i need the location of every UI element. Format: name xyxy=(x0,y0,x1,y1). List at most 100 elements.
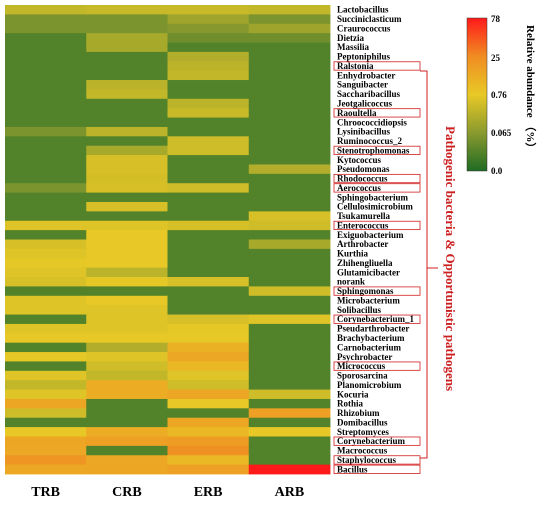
heatmap-cell xyxy=(5,155,87,165)
heatmap-cell xyxy=(167,61,250,72)
genus-label: Rhodococcus xyxy=(337,174,388,184)
heatmap-cell xyxy=(248,173,331,184)
heatmap-cell xyxy=(167,295,250,306)
heatmap-cell xyxy=(5,61,87,72)
heatmap-cell xyxy=(248,342,331,353)
heatmap-cell xyxy=(167,370,250,381)
highlight-box xyxy=(333,173,421,184)
genus-label: Sporosarcina xyxy=(337,371,388,381)
genus-label: Jeotgalicoccus xyxy=(337,98,392,108)
heatmap-cell xyxy=(248,136,331,147)
heatmap-cell xyxy=(5,211,87,222)
genus-label: Zhihengliuella xyxy=(337,258,393,268)
heatmap-cell xyxy=(248,42,331,53)
heatmap-cell xyxy=(248,126,331,137)
heatmap-cell xyxy=(248,89,331,100)
genus-label: Exiguobacterium xyxy=(337,230,404,240)
legend-tick: 0.065 xyxy=(491,128,512,138)
heatmap-cell xyxy=(86,23,168,34)
genus-label: Dietzia xyxy=(337,33,364,43)
heatmap-cell xyxy=(5,173,87,184)
heatmap-cell xyxy=(86,80,168,90)
heatmap-cell xyxy=(167,126,250,137)
heatmap-cell xyxy=(5,248,87,259)
heatmap-cell xyxy=(248,183,331,193)
genus-label: Raoultella xyxy=(337,108,377,118)
heatmap-cell xyxy=(5,239,87,250)
heatmap-cell xyxy=(167,164,250,175)
heatmap-cell xyxy=(5,427,87,437)
heatmap-cell xyxy=(167,361,250,372)
heatmap-cell xyxy=(86,295,168,306)
heatmap-cell xyxy=(86,192,168,203)
genus-label: Staphylococcus xyxy=(337,455,397,465)
heatmap-cell xyxy=(86,211,168,222)
heatmap-cell xyxy=(86,136,168,147)
heatmap-cell xyxy=(248,455,331,466)
heatmap-cell xyxy=(248,370,331,381)
heatmap-cell xyxy=(248,464,331,475)
heatmap-cell xyxy=(86,61,168,72)
heatmap-cell xyxy=(86,183,168,193)
highlight-box xyxy=(333,108,421,118)
heatmap-cell xyxy=(248,211,331,222)
genus-label: Microbacterium xyxy=(337,295,400,305)
heatmap-cell xyxy=(5,380,87,390)
highlight-box xyxy=(333,464,421,474)
genus-label: Craurococcus xyxy=(337,23,391,33)
heatmap-cell xyxy=(86,267,168,278)
heatmap-cell xyxy=(5,183,87,193)
heatmap-cell xyxy=(5,305,87,315)
heatmap-cell xyxy=(167,380,250,390)
genus-label: Streptomyces xyxy=(337,427,389,437)
heatmap-cell xyxy=(248,14,331,25)
heatmap-cell xyxy=(86,108,168,118)
heatmap-cell xyxy=(5,126,87,137)
heatmap-cell xyxy=(86,33,168,43)
heatmap-cell xyxy=(5,201,87,212)
highlight-boxes xyxy=(333,61,421,474)
genus-label: Corynebacterium_1 xyxy=(337,314,414,324)
heatmap-cell xyxy=(5,89,87,100)
heatmap-cell xyxy=(5,5,87,15)
genus-label: Ralstonia xyxy=(337,61,374,71)
heatmap-cell xyxy=(167,408,250,419)
heatmap-cell xyxy=(86,427,168,437)
heatmap-cell xyxy=(5,192,87,203)
heatmap-cell xyxy=(248,248,331,259)
heatmap-cell xyxy=(167,417,250,428)
heatmap-cell xyxy=(248,380,331,390)
legend-tick: 0.0 xyxy=(491,166,503,176)
heatmap-cell xyxy=(5,108,87,118)
heatmap-cell xyxy=(5,145,87,156)
heatmap-cell xyxy=(248,277,331,287)
heatmap-cell xyxy=(5,267,87,278)
genus-label: Rhizobium xyxy=(337,408,380,418)
heatmap-cell xyxy=(5,352,87,362)
heatmap-cell xyxy=(5,295,87,306)
genus-label: Saccharibacillus xyxy=(337,89,401,99)
genus-label: Massilia xyxy=(337,42,370,52)
heatmap-cell xyxy=(248,61,331,72)
heatmap-cell xyxy=(86,370,168,381)
heatmap-cell xyxy=(86,417,168,428)
heatmap-cell xyxy=(248,23,331,34)
heatmap-cell xyxy=(5,436,87,447)
genus-label: Bacillus xyxy=(337,464,368,474)
heatmap-cell xyxy=(248,323,331,334)
heatmap-cell xyxy=(5,51,87,62)
heatmap-cell xyxy=(248,267,331,278)
heatmap-cell xyxy=(5,389,87,400)
heatmap-cell xyxy=(167,173,250,184)
genus-label: Peptoniphilus xyxy=(337,52,391,62)
color-legend: 78 25 0.76 0.065 0.0 Relative abundance … xyxy=(466,14,537,176)
heatmap-cell xyxy=(167,117,250,128)
legend-tick: 0.76 xyxy=(491,90,507,100)
highlight-box xyxy=(333,286,421,296)
heatmap-cell xyxy=(5,455,87,466)
genus-label: Arthrobacter xyxy=(337,239,388,249)
highlight-box xyxy=(333,436,421,446)
highlight-box xyxy=(333,455,421,465)
heatmap-cell xyxy=(5,333,87,344)
heatmap-cell xyxy=(167,342,250,353)
